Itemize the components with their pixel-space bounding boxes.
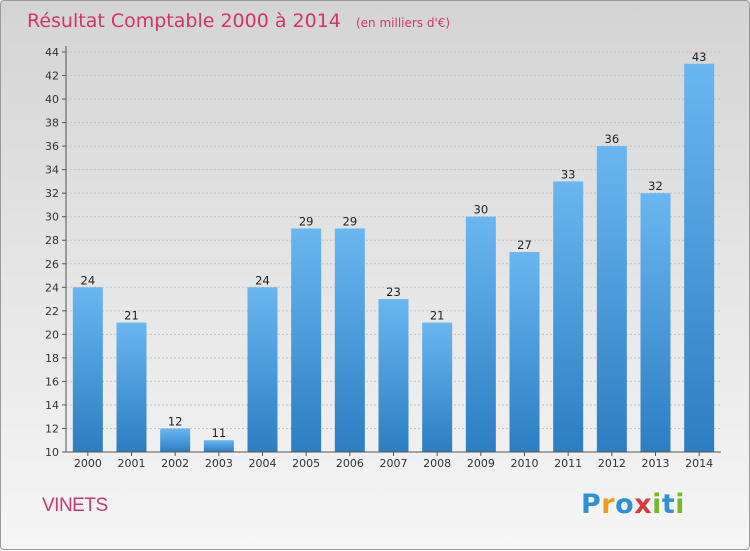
x-tick-label: 2014 bbox=[685, 457, 713, 470]
bar bbox=[684, 63, 715, 452]
y-tick-label: 16 bbox=[45, 375, 59, 388]
x-tick-label: 2008 bbox=[423, 457, 451, 470]
logo-letter: i bbox=[675, 489, 686, 520]
x-tick-label: 2004 bbox=[249, 457, 277, 470]
y-tick-label: 38 bbox=[45, 117, 59, 130]
data-label: 24 bbox=[81, 273, 96, 287]
data-label: 21 bbox=[430, 309, 445, 323]
bar bbox=[596, 146, 627, 452]
data-label: 29 bbox=[299, 214, 314, 228]
data-labels: 24 21 12 11 24 29 29 23 21 30 27 33 36 32 43 bbox=[81, 50, 707, 440]
x-tick-label: 2007 bbox=[380, 457, 408, 470]
proxiti-logo: Proxiti bbox=[581, 489, 685, 520]
logo-letter: t bbox=[661, 489, 676, 520]
logo-letter: o bbox=[615, 489, 635, 520]
data-label: 12 bbox=[168, 414, 183, 428]
x-tick-label: 2005 bbox=[292, 457, 320, 470]
y-tick-label: 10 bbox=[45, 446, 59, 459]
bar bbox=[378, 299, 409, 452]
logo-letter: i bbox=[652, 489, 662, 520]
x-tick-label: 2006 bbox=[336, 457, 364, 470]
x-axis-ticks: 2000 2001 2002 2003 2004 2005 2006 2007 2008 2009… bbox=[74, 452, 713, 470]
y-tick-label: 28 bbox=[45, 234, 59, 247]
y-tick-label: 22 bbox=[45, 305, 59, 318]
data-label: 24 bbox=[255, 273, 270, 287]
y-axis-ticks: 10 12 14 16 18 20 22 24 26 28 30 32 34 36 38 40 42 44 bbox=[45, 46, 66, 459]
y-tick-label: 34 bbox=[45, 164, 59, 177]
data-label: 11 bbox=[212, 426, 227, 440]
y-tick-label: 40 bbox=[45, 93, 59, 106]
y-tick-label: 30 bbox=[45, 211, 59, 224]
bar bbox=[160, 428, 191, 452]
bar bbox=[203, 440, 234, 452]
bar bbox=[422, 322, 453, 452]
y-tick-label: 42 bbox=[45, 70, 59, 83]
chart-title-group: Résultat Comptable 2000 à 2014 (en milli… bbox=[27, 10, 450, 32]
bar bbox=[465, 216, 496, 452]
chart-subtitle: (en milliers d'€) bbox=[356, 16, 450, 30]
y-tick-label: 24 bbox=[45, 281, 59, 294]
y-tick-label: 26 bbox=[45, 258, 59, 271]
x-tick-label: 2001 bbox=[118, 457, 146, 470]
x-tick-label: 2011 bbox=[554, 457, 582, 470]
logo-letter: x bbox=[634, 489, 653, 520]
bar bbox=[640, 193, 671, 453]
x-tick-label: 2002 bbox=[161, 457, 189, 470]
x-tick-label: 2003 bbox=[205, 457, 233, 470]
y-tick-label: 14 bbox=[45, 399, 59, 412]
y-tick-label: 12 bbox=[45, 422, 59, 435]
y-tick-label: 36 bbox=[45, 140, 59, 153]
data-label: 32 bbox=[648, 179, 663, 193]
data-label: 29 bbox=[343, 214, 358, 228]
data-label: 23 bbox=[386, 285, 401, 299]
bar bbox=[247, 287, 278, 452]
data-label: 43 bbox=[692, 50, 707, 64]
commune-name: VINETS bbox=[42, 495, 108, 516]
logo-letter: r bbox=[601, 489, 616, 520]
y-tick-label: 20 bbox=[45, 328, 59, 341]
y-tick-label: 32 bbox=[45, 187, 59, 200]
chart-title: Résultat Comptable 2000 à 2014 bbox=[27, 10, 341, 32]
x-tick-label: 2009 bbox=[467, 457, 495, 470]
bar bbox=[334, 228, 365, 452]
bar bbox=[553, 181, 584, 453]
x-tick-label: 2012 bbox=[598, 457, 626, 470]
data-label: 33 bbox=[561, 167, 576, 181]
bar bbox=[509, 252, 540, 452]
data-label: 30 bbox=[474, 203, 489, 217]
bar bbox=[116, 322, 147, 452]
y-tick-label: 18 bbox=[45, 352, 59, 365]
data-label: 27 bbox=[517, 238, 532, 252]
x-tick-label: 2000 bbox=[74, 457, 102, 470]
logo-letter: P bbox=[581, 489, 602, 520]
x-tick-label: 2010 bbox=[511, 457, 539, 470]
data-label: 21 bbox=[124, 309, 139, 323]
bar bbox=[72, 287, 103, 452]
data-label: 36 bbox=[605, 132, 620, 146]
bar bbox=[291, 228, 322, 452]
x-tick-label: 2013 bbox=[642, 457, 670, 470]
bars bbox=[72, 63, 715, 453]
y-tick-label: 44 bbox=[45, 46, 59, 59]
